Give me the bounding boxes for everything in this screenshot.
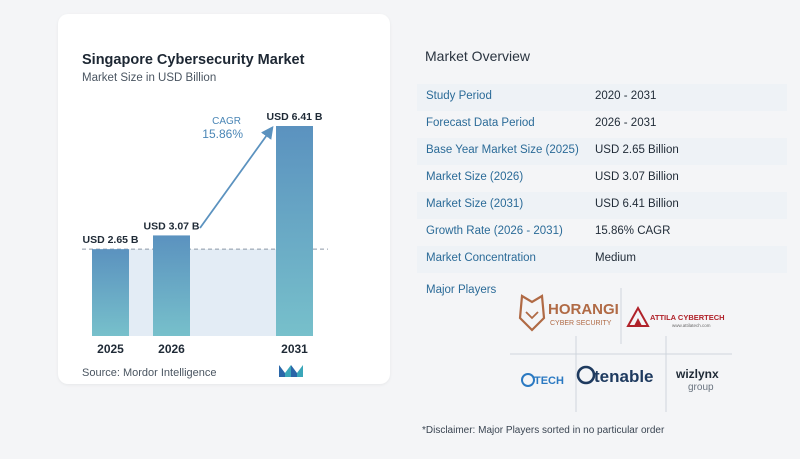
- overview-row: Study Period 2020 - 2031: [417, 84, 787, 111]
- tech-icon: [521, 373, 535, 387]
- x-tick-label: 2026: [158, 342, 185, 356]
- overview-row-key: Forecast Data Period: [426, 117, 535, 129]
- overview-row-value: USD 2.65 Billion: [595, 144, 679, 156]
- horangi-tagline: CYBER SECURITY: [550, 320, 612, 327]
- overview-row: Growth Rate (2026 - 2031) 15.86% CAGR: [417, 219, 787, 246]
- overview-row-value: Medium: [595, 252, 636, 264]
- x-tick-label: 2025: [97, 342, 124, 356]
- overview-row-key: Market Concentration: [426, 252, 536, 264]
- overview-row-key: Growth Rate (2026 - 2031): [426, 225, 563, 237]
- overview-row: Market Size (2026) USD 3.07 Billion: [417, 165, 787, 192]
- overview-row-key: Market Size (2026): [426, 171, 524, 183]
- horangi-logo: HORANGI CYBER SECURITY: [518, 294, 619, 332]
- overview-row: Forecast Data Period 2026 - 2031: [417, 111, 787, 138]
- attila-tagline: www.attilatech.com: [672, 323, 711, 328]
- overview-row-value: USD 3.07 Billion: [595, 171, 679, 183]
- bar-value-label: USD 2.65 B: [82, 234, 138, 246]
- tiger-icon: [518, 294, 546, 332]
- overview-row-value: 15.86% CAGR: [595, 225, 671, 237]
- source-text: Source: Mordor Intelligence: [82, 367, 217, 379]
- attila-name: ATTILA CYBERTECH: [650, 313, 725, 322]
- tenable-circle-icon: [576, 365, 596, 385]
- attila-cybertech-logo: ATTILA CYBERTECH www.attilatech.com: [626, 305, 725, 328]
- overview-title: Market Overview: [425, 48, 531, 64]
- overview-row: Market Concentration Medium: [417, 246, 787, 273]
- tech-logo: TECH: [521, 373, 564, 387]
- chart-subtitle: Market Size in USD Billion: [82, 72, 217, 84]
- overview-row: Market Size (2031) USD 6.41 Billion: [417, 192, 787, 219]
- overview-row-value: USD 6.41 Billion: [595, 198, 679, 210]
- tenable-logo: tenable: [576, 365, 654, 386]
- overview-row-key: Study Period: [426, 90, 492, 102]
- bar-2031: [276, 126, 313, 336]
- cagr-value: 15.86%: [202, 127, 243, 141]
- overview-row-key: Base Year Market Size (2025): [426, 144, 579, 156]
- major-players-grid: HORANGI CYBER SECURITY ATTILA CYBERTECH …: [510, 288, 732, 412]
- overview-row: Base Year Market Size (2025) USD 2.65 Bil…: [417, 138, 787, 165]
- cagr-label: CAGR: [212, 116, 241, 127]
- tenable-name: tenable: [594, 367, 654, 386]
- bar-2026: [153, 235, 190, 336]
- bar-value-label: USD 3.07 B: [143, 220, 199, 232]
- mordor-intelligence-logo-icon: [279, 365, 303, 377]
- chart-title: Singapore Cybersecurity Market: [82, 52, 305, 68]
- overview-row-value: 2020 - 2031: [595, 90, 657, 102]
- wizlynx-tagline: group: [688, 382, 714, 393]
- wizlynx-logo: wizlynx group: [675, 367, 719, 393]
- overview-row-key: Market Size (2031): [426, 198, 524, 210]
- wizlynx-name: wizlynx: [675, 367, 719, 381]
- tech-name: TECH: [534, 375, 564, 387]
- disclaimer: *Disclaimer: Major Players sorted in no …: [422, 425, 665, 436]
- bar-2025: [92, 249, 129, 336]
- major-players-title: Major Players: [426, 284, 497, 296]
- cagr-arrow: [199, 125, 274, 229]
- x-tick-label: 2031: [281, 342, 308, 356]
- horangi-name: HORANGI: [548, 301, 619, 318]
- overview-row-value: 2026 - 2031: [595, 117, 657, 129]
- bar-value-label: USD 6.41 B: [266, 111, 322, 123]
